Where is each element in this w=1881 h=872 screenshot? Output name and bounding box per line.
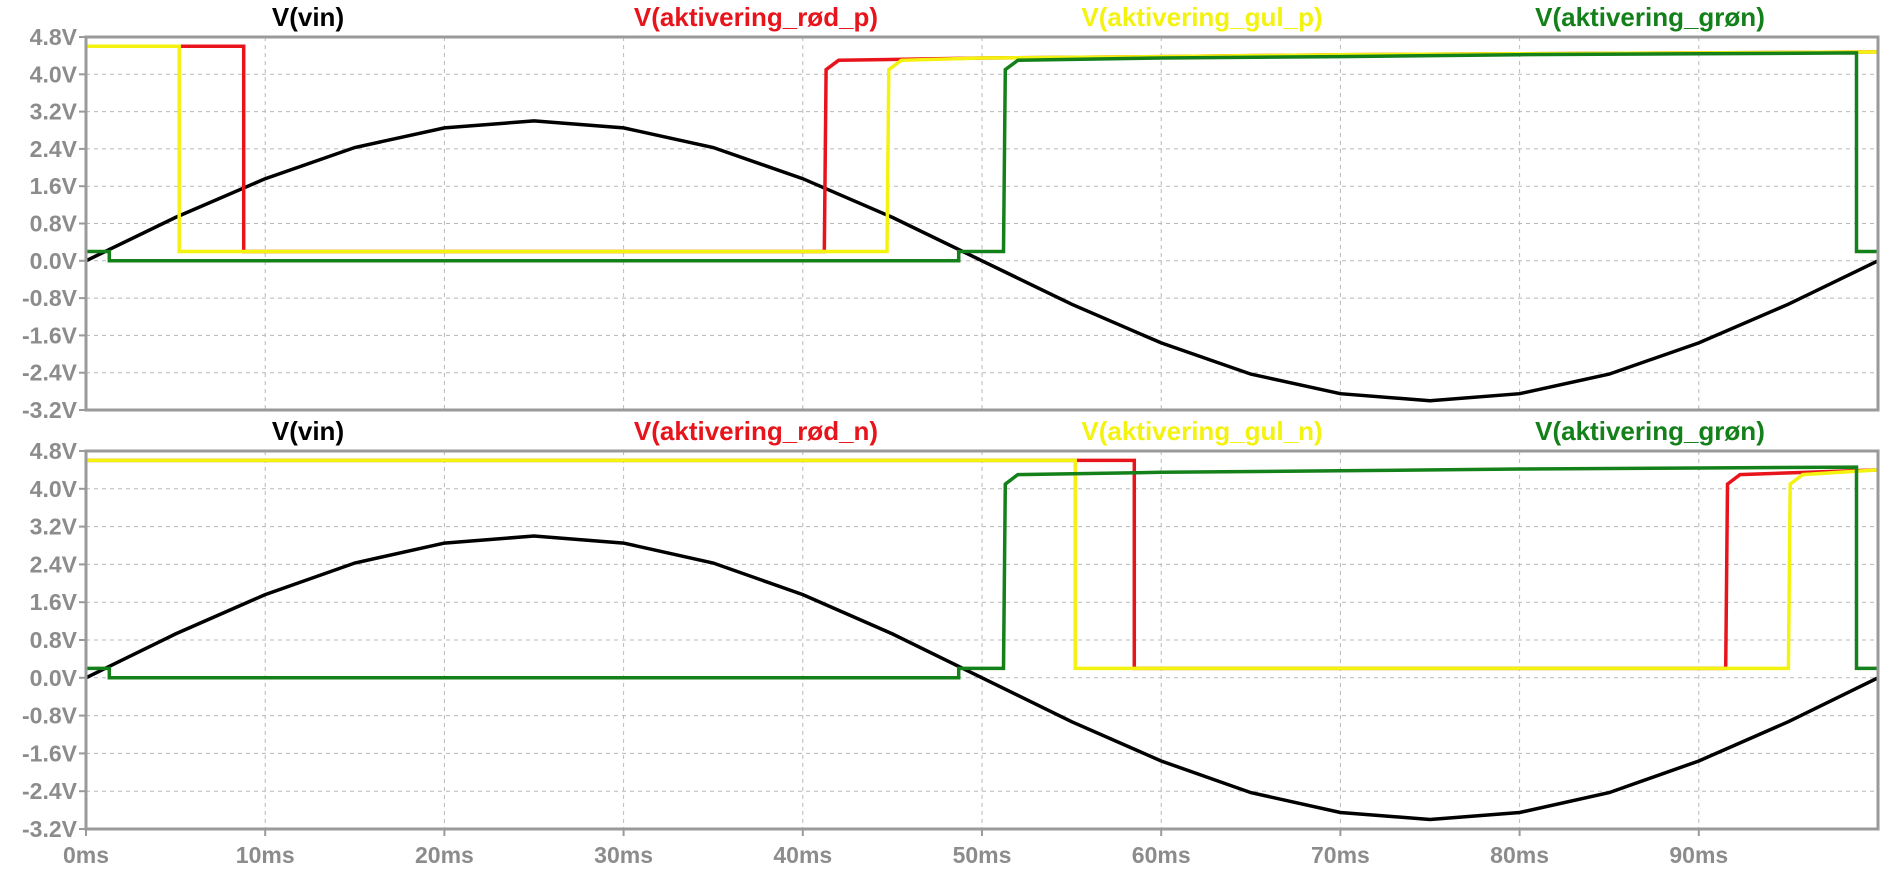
y-tick-label: 4.8V bbox=[30, 438, 78, 464]
plot-frame bbox=[84, 449, 1880, 831]
x-tick-label: 60ms bbox=[1132, 842, 1191, 868]
x-tick-label: 0ms bbox=[63, 842, 109, 868]
y-tick-label: 3.2V bbox=[30, 514, 78, 540]
y-tick-label: 0.8V bbox=[30, 211, 78, 237]
y-tick-label: 2.4V bbox=[30, 136, 78, 162]
legend-label-rod[interactable]: V(aktivering_rød_p) bbox=[634, 2, 878, 32]
legend-label-vin[interactable]: V(vin) bbox=[272, 2, 344, 32]
pane-bottom: 4.8V 4.0V 3.2V 2.4V 1.6V 0.8V 0.0V -0.8V -1.6V -2… bbox=[22, 416, 1880, 868]
y-tick-label: 0.0V bbox=[30, 248, 78, 274]
y-tick-label: -2.4V bbox=[22, 778, 78, 804]
y-tick-label: 2.4V bbox=[30, 551, 78, 577]
y-tick-label: 4.0V bbox=[30, 61, 78, 87]
pane-top: 4.8V 4.0V 3.2V 2.4V 1.6V 0.8V 0.0V -0.8V -1.6V -2… bbox=[22, 2, 1880, 423]
series-line-gron bbox=[86, 465, 1878, 680]
legend-label-gul[interactable]: V(aktivering_gul_p) bbox=[1081, 2, 1322, 32]
y-tick-label: 3.2V bbox=[30, 99, 78, 125]
y-tick-label: 4.8V bbox=[30, 24, 78, 50]
series-line-vin bbox=[85, 119, 1879, 403]
y-tick-label: 1.6V bbox=[30, 173, 78, 199]
y-tick-label: -1.6V bbox=[22, 322, 78, 348]
y-tick-label: -3.2V bbox=[22, 816, 78, 842]
series-line-vin bbox=[85, 534, 1879, 822]
x-tick-label: 30ms bbox=[594, 842, 653, 868]
x-tick-label: 10ms bbox=[236, 842, 295, 868]
legend-label-gron[interactable]: V(aktivering_grøn) bbox=[1535, 416, 1765, 446]
x-tick-label: 50ms bbox=[953, 842, 1012, 868]
legend-label-gul[interactable]: V(aktivering_gul_n) bbox=[1081, 416, 1322, 446]
y-tick-label: -3.2V bbox=[22, 397, 78, 423]
y-tick-label: -0.8V bbox=[22, 703, 78, 729]
legend-label-vin[interactable]: V(vin) bbox=[272, 416, 344, 446]
series-line-gron bbox=[86, 51, 1878, 263]
y-tick-label: 0.8V bbox=[30, 627, 78, 653]
x-tick-label: 90ms bbox=[1669, 842, 1728, 868]
x-tick-label: 20ms bbox=[415, 842, 474, 868]
y-tick-label: -0.8V bbox=[22, 285, 78, 311]
legend-label-rod[interactable]: V(aktivering_rød_n) bbox=[634, 416, 878, 446]
plot-frame bbox=[84, 35, 1880, 412]
y-tick-label: -1.6V bbox=[22, 740, 78, 766]
y-tick-label: -2.4V bbox=[22, 360, 78, 386]
y-tick-label: 0.0V bbox=[30, 665, 78, 691]
legend-label-gron[interactable]: V(aktivering_grøn) bbox=[1535, 2, 1765, 32]
x-tick-label: 80ms bbox=[1490, 842, 1549, 868]
x-tick-label: 40ms bbox=[773, 842, 832, 868]
y-tick-label: 4.0V bbox=[30, 476, 78, 502]
series-line-gul bbox=[86, 458, 1879, 671]
x-tick-label: 70ms bbox=[1311, 842, 1370, 868]
y-tick-label: 1.6V bbox=[30, 589, 78, 615]
